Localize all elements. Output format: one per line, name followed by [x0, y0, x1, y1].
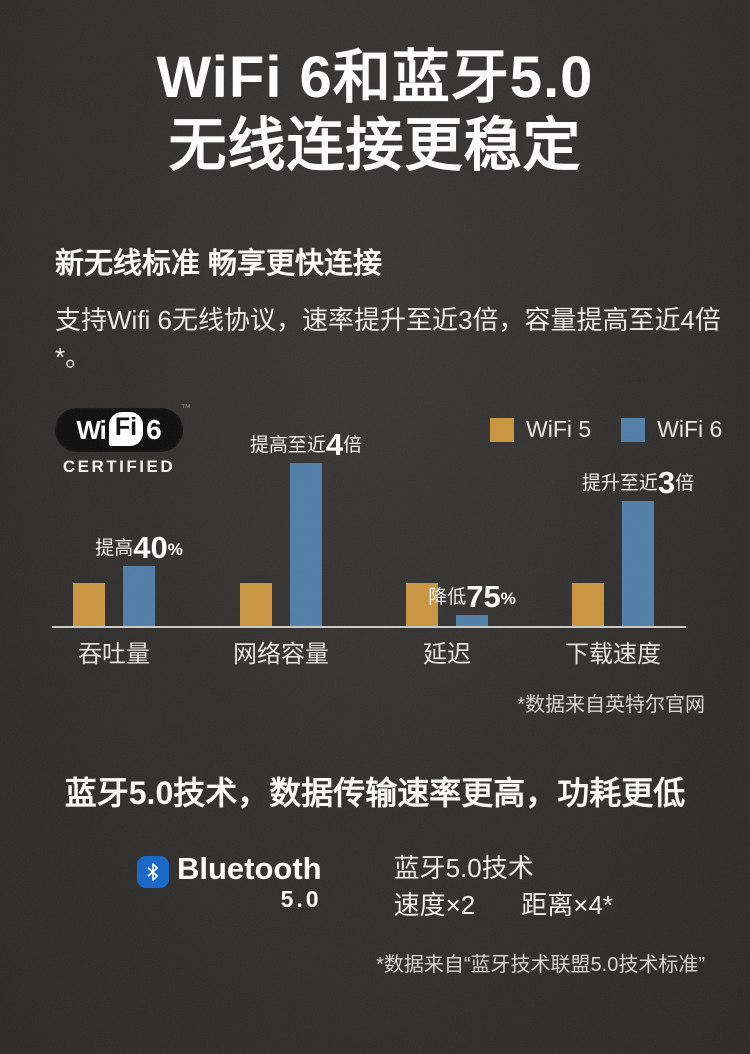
bluetooth-wordmark: Bluetooth 5.0: [176, 851, 322, 913]
bar-wifi5-1: [73, 583, 105, 626]
bar-annotation-2: 提高至近 4 倍: [249, 427, 363, 463]
bar-wifi5-4: [572, 583, 604, 626]
bluetooth-description: 蓝牙5.0技术 速度×2 距离×4*: [394, 852, 613, 921]
bluetooth-word: Bluetooth: [176, 851, 322, 886]
bar-annotation-3: 降低 75%: [428, 579, 516, 615]
category-label-2: 网络容量: [233, 641, 329, 668]
bar-wifi6-1: [123, 566, 155, 626]
category-label-4: 下载速度: [565, 641, 661, 668]
bluetooth-desc-title: 蓝牙5.0技术: [393, 853, 534, 883]
bluetooth-footnote: *数据来自“蓝牙技术联盟5.0技术标准”: [376, 954, 705, 976]
bar-wifi6-3: [456, 615, 488, 626]
bluetooth-logo: Bluetooth 5.0: [136, 851, 322, 913]
bluetooth-speed-stat: 速度×2: [393, 889, 476, 920]
bluetooth-icon: [136, 856, 169, 888]
chart-baseline-axis: [52, 626, 686, 628]
chart-footnote: *数据来自英特尔官网: [517, 694, 705, 716]
bar-wifi6-2: [290, 463, 322, 626]
bar-wifi5-2: [240, 583, 272, 626]
bluetooth-version: 5.0: [280, 886, 322, 913]
wifi-comparison-bar-chart: 提高 40% 吞吐量 提高至近 4 倍网络容量 降低 75% 延迟 提升至近 3 倍下载速度: [52, 427, 695, 668]
bluetooth-desc-stats: 速度×2 距离×4*: [393, 889, 614, 921]
bluetooth-range-stat: 距离×4*: [521, 889, 614, 920]
category-label-1: 吞吐量: [78, 641, 150, 668]
bluetooth-heading: 蓝牙5.0技术，数据传输速率更高，功耗更低: [64, 775, 686, 811]
bar-wifi6-4: [622, 501, 654, 626]
bar-annotation-4: 提升至近 3 倍: [581, 465, 695, 501]
bar-annotation-1: 提高 40%: [95, 530, 183, 566]
category-label-3: 延迟: [423, 641, 471, 668]
bluetooth-block: Bluetooth 5.0 蓝牙5.0技术 速度×2 距离×4*: [0, 851, 750, 921]
